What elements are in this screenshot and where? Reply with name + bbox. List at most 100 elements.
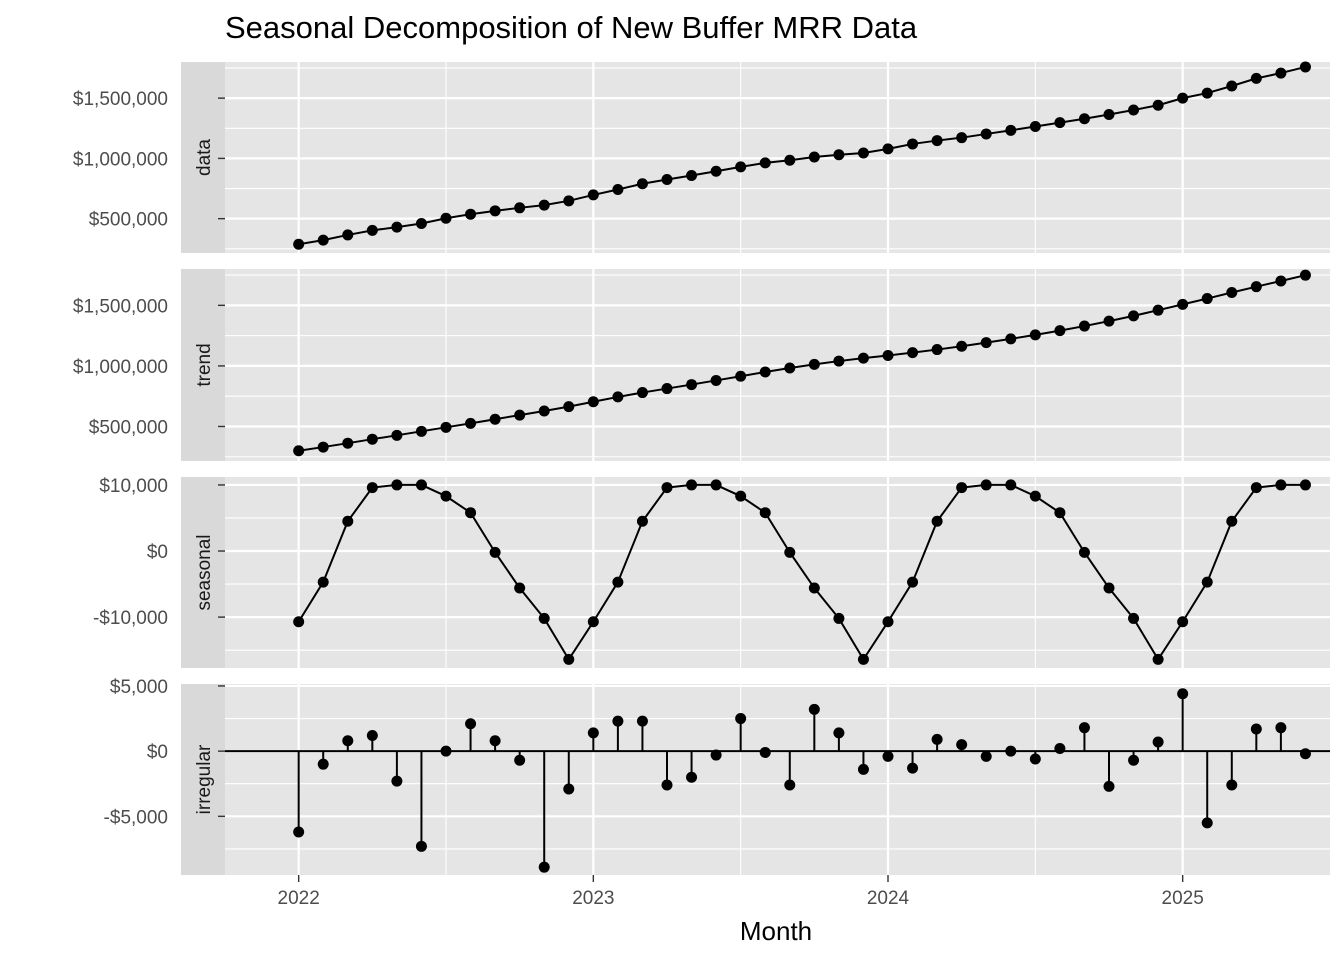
x-axis-title: Month	[740, 916, 812, 946]
data-point	[612, 183, 624, 195]
data-point	[882, 616, 894, 628]
y-tick-label: $10,000	[99, 476, 168, 497]
data-point	[1201, 293, 1213, 305]
data-point	[1078, 722, 1090, 734]
data-point	[980, 479, 992, 491]
data-point	[686, 379, 698, 391]
data-point	[1152, 304, 1164, 316]
data-point	[636, 178, 648, 190]
data-point	[1152, 653, 1164, 665]
data-point	[538, 405, 550, 417]
data-point	[514, 409, 526, 421]
data-point	[956, 132, 968, 144]
data-point	[293, 826, 305, 838]
data-point	[538, 612, 550, 624]
data-point	[882, 750, 894, 762]
data-point	[1128, 104, 1140, 116]
data-point	[1250, 72, 1262, 84]
data-point	[857, 763, 869, 775]
panel-seasonal: seasonal -$10,000 $0 $10,000	[93, 476, 1330, 668]
data-point	[563, 783, 575, 795]
data-point	[1029, 490, 1041, 502]
data-point	[931, 344, 943, 356]
x-axis: 2022 2023 2024 2025	[278, 875, 1204, 909]
data-point	[636, 715, 648, 727]
panel-background	[225, 684, 1330, 875]
panel-background	[225, 477, 1330, 668]
data-point	[465, 417, 477, 429]
data-point	[1275, 275, 1287, 287]
data-point	[710, 479, 722, 491]
data-point	[808, 582, 820, 594]
data-point	[833, 612, 845, 624]
data-point	[661, 383, 673, 395]
data-point	[293, 238, 305, 250]
data-point	[956, 739, 968, 751]
data-point	[440, 490, 452, 502]
data-point	[1054, 743, 1066, 755]
panel-irregular: irregular -$5,000 $0 $5,000	[104, 677, 1330, 875]
data-point	[784, 362, 796, 374]
data-point	[686, 771, 698, 783]
data-point	[489, 205, 501, 217]
data-point	[440, 421, 452, 433]
data-point	[415, 425, 427, 437]
data-point	[612, 391, 624, 403]
data-point	[563, 401, 575, 413]
facet-strip-label: trend	[194, 343, 215, 386]
data-point	[587, 396, 599, 408]
facet-panels: data $500,000 $1,000,000 $1,500,000 trend $50…	[73, 61, 1330, 875]
data-point	[563, 653, 575, 665]
data-point	[440, 745, 452, 757]
data-point	[857, 352, 869, 364]
data-point	[538, 861, 550, 873]
data-point	[980, 128, 992, 140]
x-tick-label: 2022	[278, 888, 320, 909]
data-point	[612, 576, 624, 588]
facet-strip	[181, 684, 225, 875]
data-point	[1226, 287, 1238, 299]
data-point	[538, 199, 550, 211]
data-point	[366, 433, 378, 445]
data-point	[1250, 281, 1262, 293]
data-point	[587, 727, 599, 739]
data-point	[1054, 117, 1066, 129]
data-point	[784, 779, 796, 791]
data-point	[1029, 329, 1041, 341]
x-tick-label: 2023	[572, 888, 614, 909]
data-point	[293, 616, 305, 628]
data-point	[1103, 315, 1115, 327]
facet-strip-label: seasonal	[194, 534, 215, 610]
data-point	[587, 189, 599, 201]
y-tick-label: -$10,000	[93, 608, 168, 629]
data-point	[636, 515, 648, 527]
data-point	[686, 170, 698, 182]
data-point	[465, 208, 477, 220]
panel-data: data $500,000 $1,000,000 $1,500,000	[73, 61, 1330, 253]
data-point	[735, 713, 747, 725]
data-point	[710, 374, 722, 386]
data-point	[661, 173, 673, 185]
data-point	[833, 149, 845, 161]
data-point	[808, 151, 820, 163]
data-point	[1201, 87, 1213, 99]
data-point	[833, 727, 845, 739]
data-point	[342, 437, 354, 449]
data-point	[1226, 515, 1238, 527]
y-tick-label: $1,500,000	[73, 296, 168, 317]
data-point	[1128, 754, 1140, 766]
data-point	[636, 387, 648, 399]
data-point	[1177, 92, 1189, 104]
data-point	[907, 576, 919, 588]
data-point	[391, 429, 403, 441]
data-point	[710, 749, 722, 761]
data-point	[317, 576, 329, 588]
data-point	[931, 733, 943, 745]
data-point	[1177, 688, 1189, 700]
data-point	[489, 413, 501, 425]
data-point	[489, 735, 501, 747]
data-point	[293, 445, 305, 457]
data-point	[857, 653, 869, 665]
data-point	[735, 370, 747, 382]
data-point	[1054, 507, 1066, 519]
